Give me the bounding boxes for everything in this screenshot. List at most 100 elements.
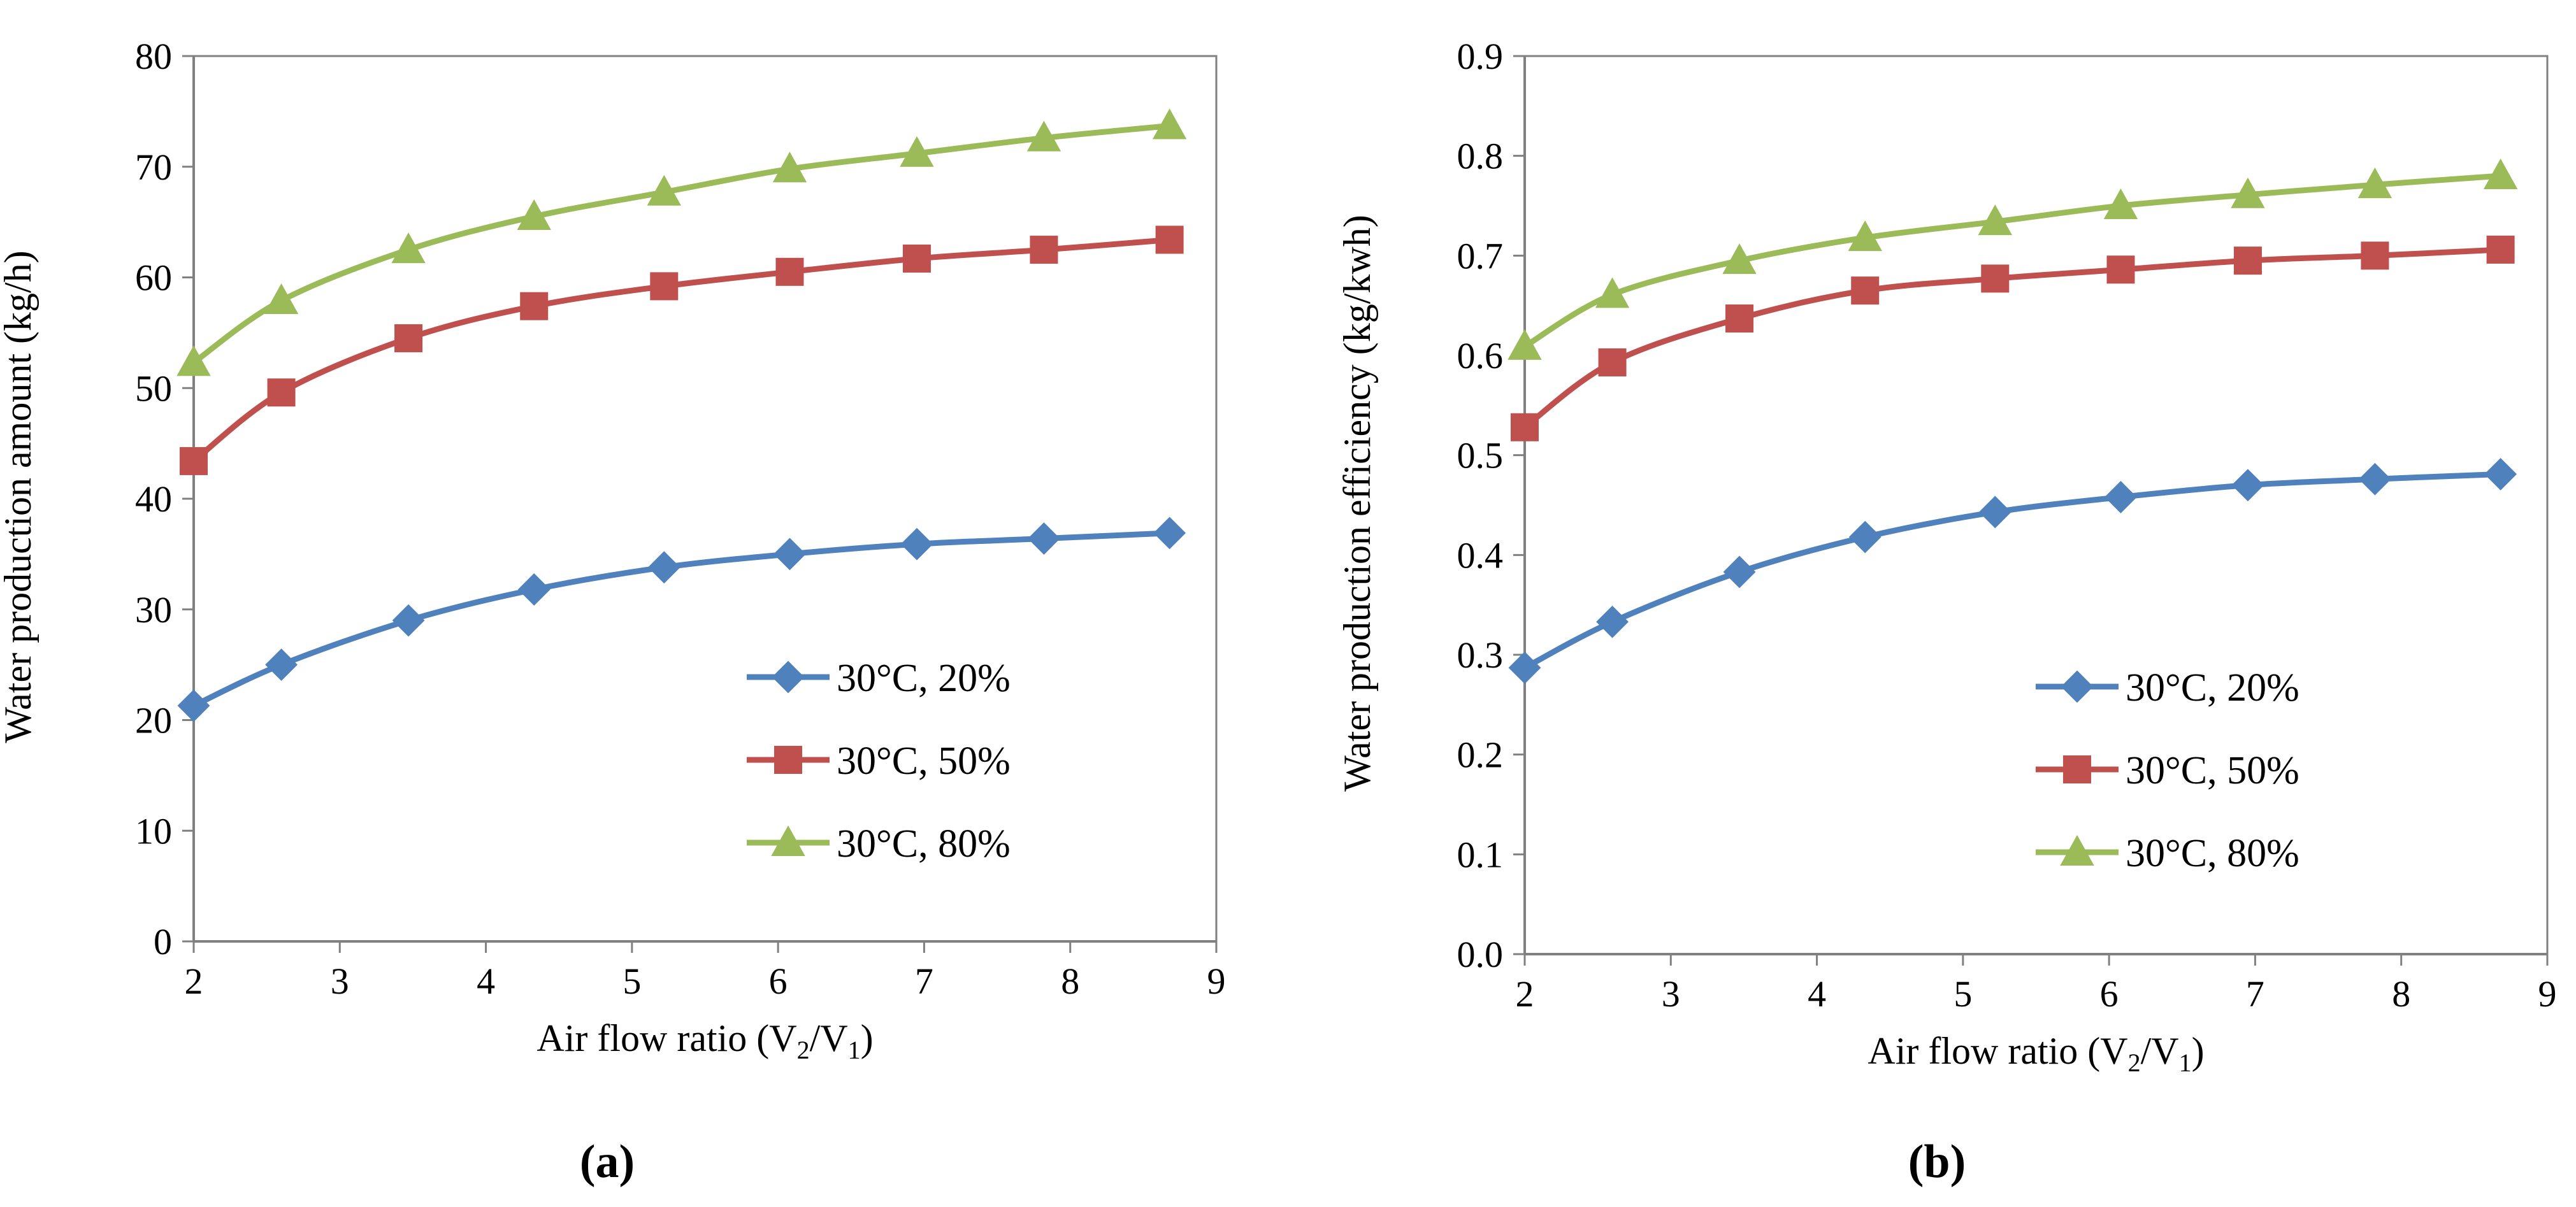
data-point-a-0 bbox=[1153, 517, 1186, 550]
data-point-a-2 bbox=[391, 232, 426, 264]
x-tick-label-a: 9 bbox=[1207, 961, 1226, 1002]
x-axis-label-part: ) bbox=[2192, 1030, 2205, 1072]
data-point-a-1 bbox=[902, 244, 931, 273]
data-point-b-1 bbox=[2233, 246, 2262, 275]
legend-label-b-2: 30°C, 80% bbox=[2126, 832, 2299, 875]
data-point-b-2 bbox=[2483, 158, 2518, 189]
data-point-b-0 bbox=[1723, 555, 1756, 589]
data-point-a-2 bbox=[1152, 108, 1187, 139]
y-tick-label-b: 0.9 bbox=[1457, 36, 1504, 77]
x-tick-label-a: 2 bbox=[185, 961, 203, 1002]
data-point-a-0 bbox=[517, 573, 550, 606]
data-point-b-0 bbox=[1978, 496, 2011, 529]
legend-label-a-2: 30°C, 80% bbox=[837, 822, 1011, 866]
data-point-b-0 bbox=[1596, 605, 1629, 638]
data-point-a-2 bbox=[264, 283, 299, 314]
legend-marker-b-2 bbox=[2060, 834, 2094, 866]
legend-label-a-1: 30°C, 50% bbox=[837, 739, 1011, 783]
data-point-b-1 bbox=[1725, 304, 1754, 333]
data-point-a-0 bbox=[1028, 522, 1060, 555]
y-tick-label-a: 0 bbox=[154, 921, 172, 962]
legend-marker-a-0 bbox=[772, 661, 805, 694]
x-axis-label-b: Air flow ratio (V2/V1) bbox=[1867, 1030, 2204, 1077]
data-point-a-1 bbox=[650, 272, 679, 301]
data-point-b-0 bbox=[2105, 481, 2137, 513]
data-point-b-1 bbox=[1851, 276, 1880, 305]
data-point-a-1 bbox=[394, 324, 423, 353]
y-tick-label-b: 0.3 bbox=[1457, 634, 1504, 676]
data-point-a-0 bbox=[265, 648, 298, 682]
data-point-b-2 bbox=[2357, 168, 2393, 199]
data-point-a-2 bbox=[900, 136, 934, 167]
data-point-b-1 bbox=[2361, 241, 2389, 270]
legend-label-a-0: 30°C, 20% bbox=[837, 657, 1011, 700]
data-point-b-1 bbox=[1598, 348, 1627, 376]
data-point-b-1 bbox=[1511, 413, 1539, 441]
x-tick-label-a: 4 bbox=[477, 961, 495, 1002]
x-tick-label-b: 2 bbox=[1516, 973, 1534, 1015]
y-tick-label-a: 80 bbox=[135, 36, 172, 77]
x-axis-label-subscript: 1 bbox=[2179, 1048, 2192, 1077]
y-tick-label-a: 70 bbox=[135, 146, 172, 188]
legend-marker-a-2 bbox=[771, 825, 805, 856]
legend-label-b-0: 30°C, 20% bbox=[2126, 666, 2299, 710]
data-point-a-2 bbox=[517, 199, 551, 230]
data-point-b-0 bbox=[1848, 520, 1882, 554]
y-axis-label-b: Water production efficiency (kg/kwh) bbox=[1336, 215, 1378, 791]
data-point-a-2 bbox=[1026, 120, 1061, 152]
data-point-b-2 bbox=[1722, 243, 1757, 275]
y-tick-label-b: 0.0 bbox=[1457, 934, 1504, 975]
data-point-b-2 bbox=[1848, 220, 1882, 252]
y-axis-label-a: Water production amount (kg/h) bbox=[0, 250, 39, 743]
legend-marker-a-1 bbox=[774, 746, 802, 774]
data-point-b-2 bbox=[2103, 188, 2138, 219]
x-tick-label-b: 4 bbox=[1808, 973, 1826, 1015]
x-tick-label-a: 6 bbox=[769, 961, 788, 1002]
data-point-a-0 bbox=[900, 527, 933, 561]
y-tick-label-b: 0.7 bbox=[1457, 235, 1504, 276]
data-point-a-0 bbox=[774, 538, 806, 571]
data-point-a-1 bbox=[520, 292, 549, 320]
data-point-b-2 bbox=[2231, 177, 2265, 208]
x-tick-label-a: 5 bbox=[622, 961, 641, 1002]
y-tick-label-a: 30 bbox=[135, 589, 172, 631]
data-point-a-2 bbox=[176, 345, 211, 376]
data-point-b-2 bbox=[1978, 204, 2012, 236]
legend-label-b-1: 30°C, 50% bbox=[2126, 749, 2299, 792]
data-point-b-2 bbox=[1507, 329, 1542, 360]
y-tick-label-a: 20 bbox=[135, 700, 172, 741]
y-tick-label-b: 0.4 bbox=[1457, 534, 1504, 576]
legend-marker-b-0 bbox=[2061, 670, 2094, 703]
y-tick-label-a: 60 bbox=[135, 257, 172, 299]
data-point-a-0 bbox=[392, 604, 425, 637]
y-tick-label-a: 10 bbox=[135, 810, 172, 852]
y-tick-label-b: 0.5 bbox=[1457, 435, 1504, 476]
x-axis-label-subscript: 2 bbox=[797, 1036, 810, 1064]
y-tick-label-b: 0.2 bbox=[1457, 734, 1504, 776]
x-axis-label-part: /V bbox=[810, 1017, 848, 1059]
x-axis-label-part: /V bbox=[2141, 1030, 2179, 1072]
x-axis-label-part: Air flow ratio (V bbox=[1867, 1030, 2127, 1072]
y-tick-label-b: 0.6 bbox=[1457, 335, 1504, 376]
data-point-b-1 bbox=[1981, 264, 2010, 293]
x-tick-label-b: 8 bbox=[2392, 973, 2410, 1015]
chart-b: 0.0 0.1 0.2 0.3 0.4 0.5 0.6 0.7 0.8 0.9 2 3 4 5 6 7 8 9 Ai… bbox=[1336, 36, 2557, 1077]
x-axis-label-part: Air flow ratio (V bbox=[536, 1017, 796, 1059]
x-axis-label-subscript: 1 bbox=[848, 1036, 861, 1064]
x-tick-label-b: 6 bbox=[2100, 973, 2119, 1015]
data-point-b-1 bbox=[2106, 255, 2135, 284]
panel-label-b: (b) bbox=[1908, 1136, 1966, 1188]
data-point-a-2 bbox=[772, 152, 807, 183]
data-point-b-1 bbox=[2486, 235, 2515, 264]
x-axis-label-subscript: 2 bbox=[2128, 1048, 2141, 1077]
data-point-b-0 bbox=[2359, 462, 2391, 496]
legend-marker-b-1 bbox=[2063, 755, 2091, 783]
x-tick-label-b: 9 bbox=[2538, 973, 2557, 1015]
panel-label-a: (a) bbox=[580, 1136, 635, 1188]
x-axis-label-a: Air flow ratio (V2/V1) bbox=[536, 1017, 873, 1064]
chart-a: 0 10 20 30 40 50 60 70 80 2 3 4 5 6 7 8 9 Air flow ratio … bbox=[0, 36, 1226, 1064]
data-point-b-0 bbox=[2484, 458, 2517, 490]
data-point-a-1 bbox=[775, 257, 804, 286]
